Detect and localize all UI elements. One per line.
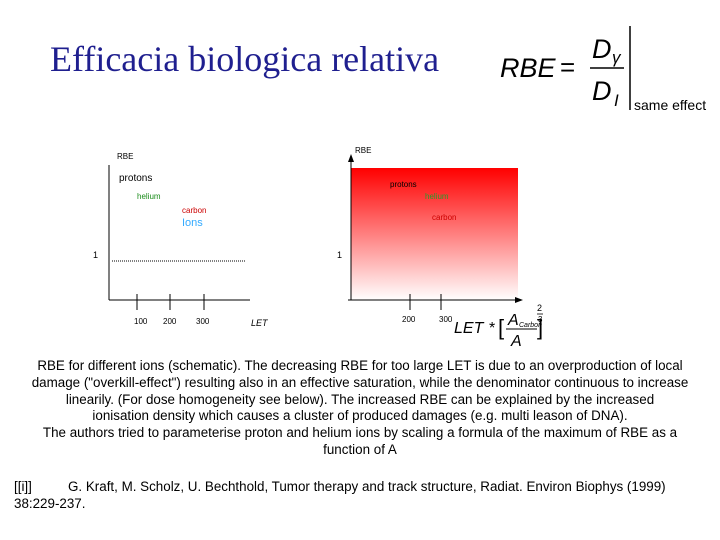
left-one-label: 1 bbox=[93, 250, 98, 260]
right-label-helium: helium bbox=[425, 192, 449, 201]
scaling-carbon-sub: Carbon bbox=[519, 322, 542, 329]
scaling-bracket-open: [ bbox=[498, 315, 504, 340]
right-y-label: RBE bbox=[355, 146, 371, 155]
caption-line: ionisation density which causes a cluste… bbox=[92, 408, 628, 424]
right-y-axis-arrow bbox=[348, 154, 354, 162]
caption: RBE for different ions (schematic). The … bbox=[6, 358, 714, 459]
formula-numerator: D bbox=[592, 34, 612, 64]
left-rbe-diagram: RBE protons helium carbon Ions 1 100 200… bbox=[93, 152, 269, 328]
page-title: Efficacia biologica relativa bbox=[50, 39, 440, 79]
scaling-exponent-bottom: 3 bbox=[538, 315, 543, 324]
left-label-carbon: carbon bbox=[182, 206, 206, 215]
right-tick-label-300: 300 bbox=[439, 315, 453, 324]
left-x-label: LET bbox=[251, 318, 269, 328]
formula-denominator: D bbox=[592, 76, 612, 106]
left-label-ions: Ions bbox=[182, 217, 203, 229]
reference-marker[interactable]: [[i]] bbox=[14, 479, 32, 494]
formula-lhs: RBE bbox=[500, 53, 557, 83]
left-tick-label-100: 100 bbox=[134, 317, 148, 326]
scaling-bracket-close: ] bbox=[537, 315, 543, 340]
formula-condition: same effect bbox=[634, 97, 706, 113]
formula-numerator-sub: γ bbox=[612, 48, 622, 67]
scaling-a-carbon: A bbox=[507, 312, 519, 329]
left-label-protons: protons bbox=[119, 173, 152, 184]
reference: [[i]] G. Kraft, M. Scholz, U. Bechthold, … bbox=[14, 479, 714, 513]
reference-text-continued: 38:229-237. bbox=[14, 495, 86, 511]
right-rbe-diagram: RBE protons helium carbon 1 200 300 bbox=[337, 146, 523, 324]
right-label-carbon: carbon bbox=[432, 213, 456, 222]
scaling-a-denominator: A bbox=[510, 333, 522, 350]
right-tick-label-200: 200 bbox=[402, 315, 416, 324]
reference-text: G. Kraft, M. Scholz, U. Bechthold, Tumor… bbox=[68, 479, 666, 494]
scaling-star: * bbox=[489, 320, 495, 337]
formula-denominator-sub: I bbox=[614, 91, 619, 110]
rbe-formula: RBE = D γ D I same effect bbox=[500, 26, 706, 113]
right-label-protons: protons bbox=[390, 180, 417, 189]
caption-line: RBE for different ions (schematic). The … bbox=[37, 358, 683, 373]
caption-line: function of A bbox=[323, 441, 397, 457]
right-x-axis-arrow bbox=[515, 297, 523, 303]
right-gradient-area bbox=[351, 168, 518, 300]
left-label-helium: helium bbox=[137, 192, 161, 201]
left-y-label: RBE bbox=[117, 152, 133, 161]
left-tick-label-300: 300 bbox=[196, 317, 210, 326]
caption-line: damage ("overkill-effect") resulting als… bbox=[31, 374, 689, 390]
left-tick-label-200: 200 bbox=[163, 317, 177, 326]
caption-line: The authors tried to parameterise proton… bbox=[42, 425, 678, 441]
caption-line: linearily. (For dose homogeneity see bel… bbox=[65, 391, 655, 407]
scaling-exponent-top: 2 bbox=[537, 303, 542, 313]
formula-equals: = bbox=[560, 52, 575, 82]
let-scaling-formula: LET * [ A Carbon A ] 2 3 bbox=[454, 303, 543, 350]
right-one-label: 1 bbox=[337, 250, 342, 260]
scaling-let: LET bbox=[454, 320, 485, 337]
